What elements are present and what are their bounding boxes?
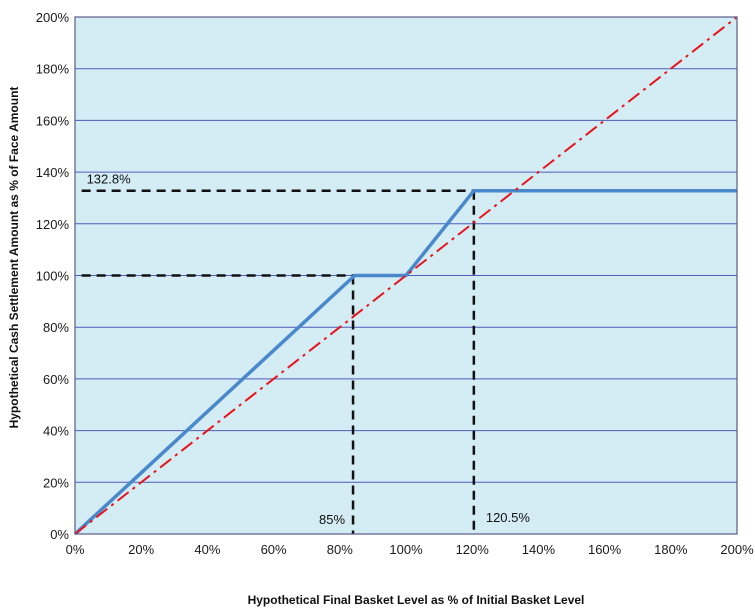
- y-tick-label: 20%: [43, 475, 69, 490]
- y-tick-label: 80%: [43, 320, 69, 335]
- reference-line: [74, 16, 738, 535]
- x-tick-label: 80%: [327, 542, 353, 557]
- x-tick-label: 20%: [128, 542, 154, 557]
- y-tick-label: 160%: [36, 113, 70, 128]
- y-tick-label: 180%: [36, 62, 70, 77]
- x-axis-title: Hypothetical Final Basket Level as % of …: [248, 593, 585, 607]
- y-tick-label: 140%: [36, 165, 70, 180]
- x-tick-label: 200%: [720, 542, 754, 557]
- y-tick-label: 40%: [43, 424, 69, 439]
- annotation-label: 85%: [319, 512, 345, 527]
- series-lines: [73, 16, 738, 536]
- y-tick-labels: 0% 20% 40% 60% 80% 100% 120% 140% 160% 180% 200%: [36, 10, 70, 542]
- guide-lines: [81, 189, 476, 534]
- y-tick-label: 100%: [36, 269, 70, 284]
- y-axis-title: Hypothetical Cash Settlement Amount as %…: [7, 87, 21, 429]
- payoff-line: [73, 188, 737, 536]
- y-tick-label: 120%: [36, 217, 70, 232]
- annotation-label: 120.5%: [486, 510, 531, 525]
- annotation-labels: 132.8% 85% 120.5%: [87, 172, 531, 527]
- y-tick-label: 200%: [36, 10, 70, 25]
- x-tick-label: 0%: [66, 542, 85, 557]
- x-tick-label: 60%: [261, 542, 287, 557]
- plot-border: [74, 16, 738, 535]
- annotation-label: 132.8%: [87, 172, 132, 187]
- x-tick-label: 160%: [588, 542, 622, 557]
- x-tick-labels: 0% 20% 40% 60% 80% 100% 120% 140% 160% 180% 200%: [66, 542, 754, 557]
- x-tick-label: 180%: [654, 542, 688, 557]
- y-tick-label: 0%: [50, 527, 69, 542]
- y-tick-label: 60%: [43, 372, 69, 387]
- x-tick-label: 120%: [456, 542, 490, 557]
- x-tick-label: 140%: [522, 542, 556, 557]
- x-tick-label: 40%: [194, 542, 220, 557]
- x-tick-label: 100%: [389, 542, 423, 557]
